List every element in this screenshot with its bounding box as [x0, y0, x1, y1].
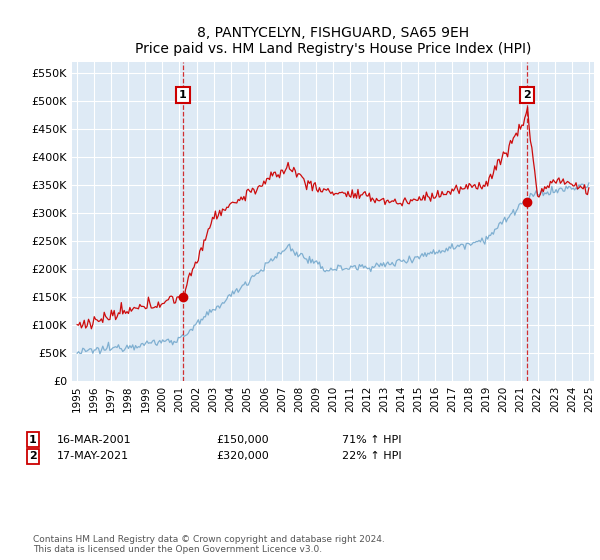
Text: 1: 1	[179, 90, 187, 100]
Title: 8, PANTYCELYN, FISHGUARD, SA65 9EH
Price paid vs. HM Land Registry's House Price: 8, PANTYCELYN, FISHGUARD, SA65 9EH Price…	[135, 26, 531, 56]
Text: Contains HM Land Registry data © Crown copyright and database right 2024.
This d: Contains HM Land Registry data © Crown c…	[33, 535, 385, 554]
Text: 22% ↑ HPI: 22% ↑ HPI	[342, 451, 401, 461]
Text: £320,000: £320,000	[216, 451, 269, 461]
Text: 16-MAR-2001: 16-MAR-2001	[57, 435, 131, 445]
Text: 2: 2	[29, 451, 37, 461]
Text: £150,000: £150,000	[216, 435, 269, 445]
Text: 1: 1	[29, 435, 37, 445]
Text: 71% ↑ HPI: 71% ↑ HPI	[342, 435, 401, 445]
Text: 17-MAY-2021: 17-MAY-2021	[57, 451, 129, 461]
Text: 2: 2	[523, 90, 531, 100]
